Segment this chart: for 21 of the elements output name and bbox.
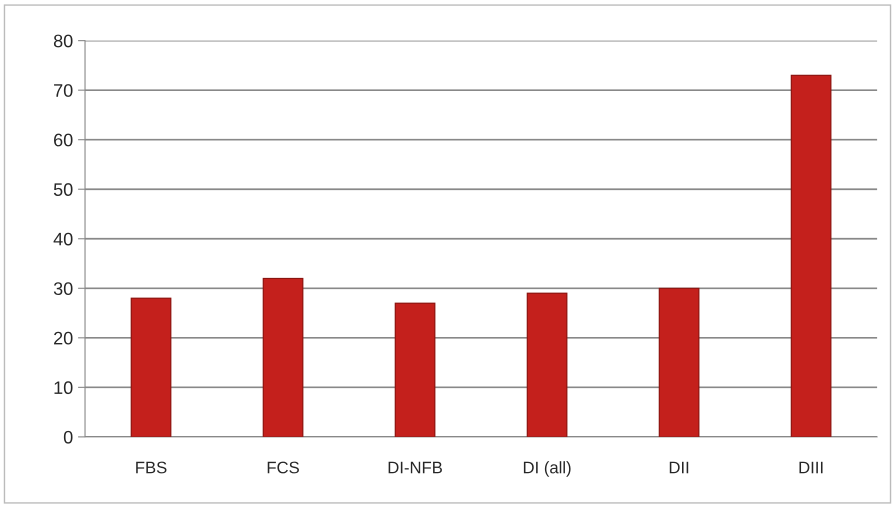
x-tick-label: FCS — [268, 462, 299, 474]
y-tick-label: 50 — [54, 183, 73, 196]
bar — [790, 74, 832, 437]
y-tick-label: 80 — [54, 34, 73, 48]
y-tick-label: 0 — [64, 430, 73, 444]
bar — [526, 292, 568, 437]
y-tick-label: 10 — [54, 381, 73, 394]
x-tick-label: DI (all) — [524, 461, 571, 477]
x-tick-label: DIII — [799, 462, 823, 474]
y-tick-label: 30 — [54, 282, 73, 296]
bar — [130, 298, 172, 437]
bar — [658, 288, 700, 437]
x-tick-label: DI-NFB — [388, 462, 442, 474]
y-tick-label: 20 — [54, 332, 73, 345]
bar — [394, 302, 436, 437]
x-tick-label: DII — [670, 462, 688, 474]
y-tick-label: 60 — [54, 134, 73, 146]
y-tick-label: 40 — [54, 232, 73, 246]
y-tick-label: 70 — [54, 84, 73, 97]
bar — [262, 278, 304, 437]
x-tick-label: FBS — [136, 462, 166, 474]
